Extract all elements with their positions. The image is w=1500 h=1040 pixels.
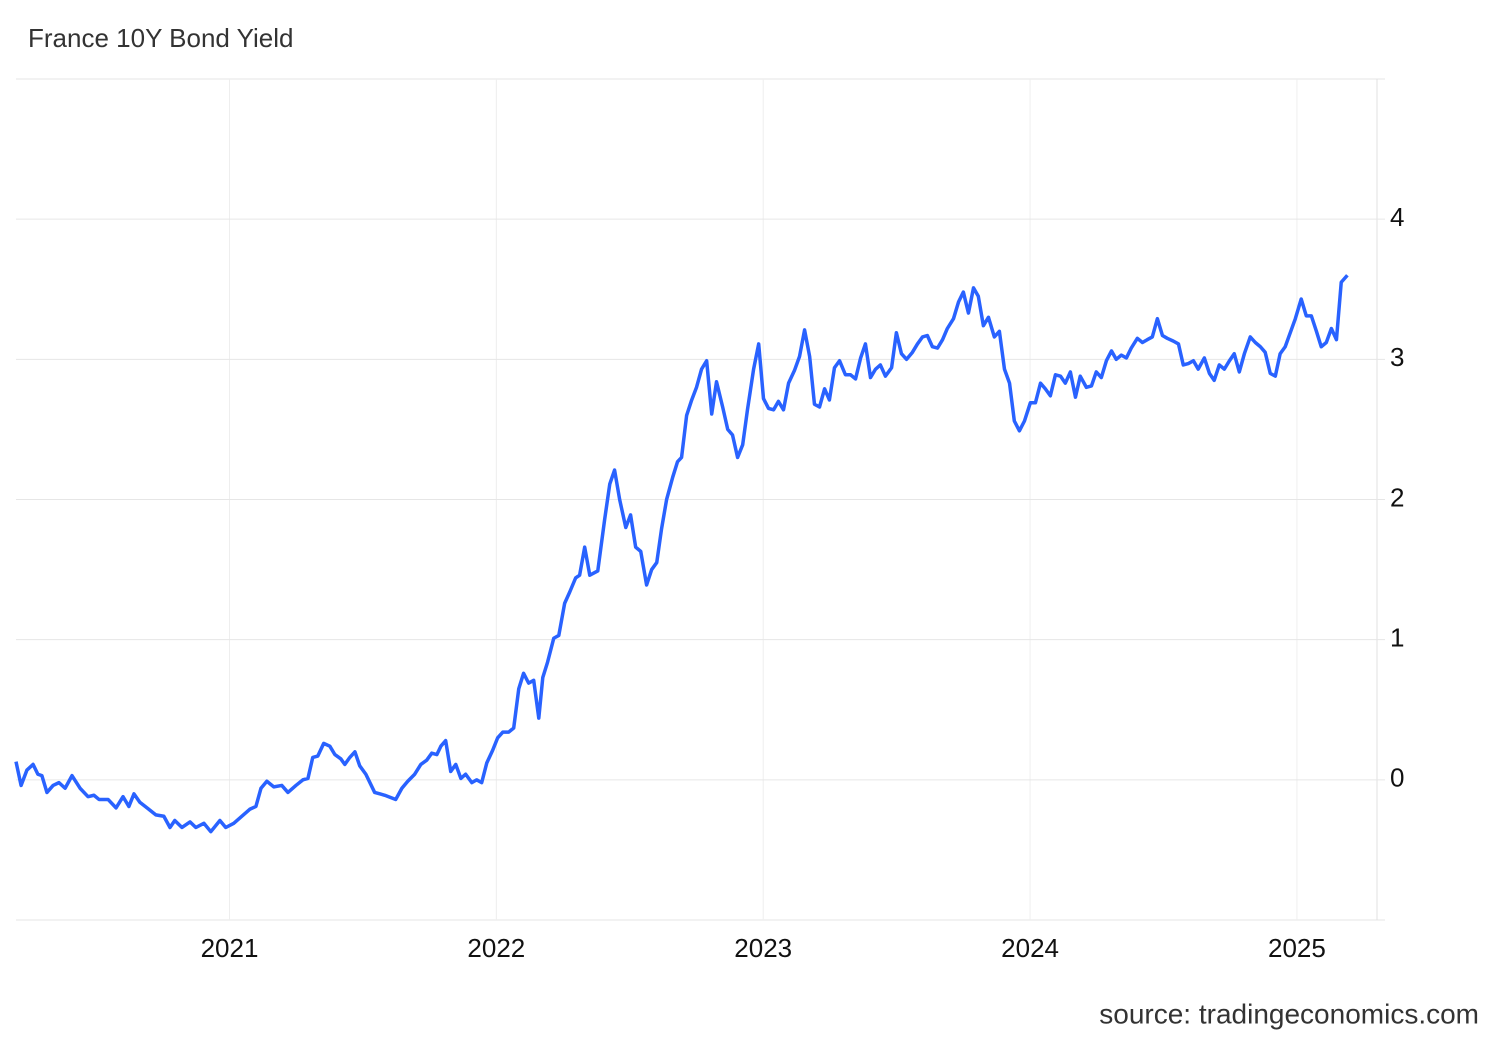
y-tick-label: 1 xyxy=(1390,623,1404,653)
x-tick-label: 2021 xyxy=(201,933,259,963)
x-tick-label: 2022 xyxy=(467,933,525,963)
y-tick-label: 0 xyxy=(1390,763,1404,793)
x-tick-label: 2023 xyxy=(734,933,792,963)
source-note: source: tradingeconomics.com xyxy=(1099,998,1479,1029)
x-tick-label: 2024 xyxy=(1001,933,1059,963)
y-tick-label: 4 xyxy=(1390,202,1404,232)
y-tick-label: 3 xyxy=(1390,342,1404,372)
chart-title: France 10Y Bond Yield xyxy=(28,23,293,53)
y-tick-label: 2 xyxy=(1390,482,1404,512)
x-tick-label: 2025 xyxy=(1268,933,1326,963)
data-line xyxy=(14,274,1349,834)
